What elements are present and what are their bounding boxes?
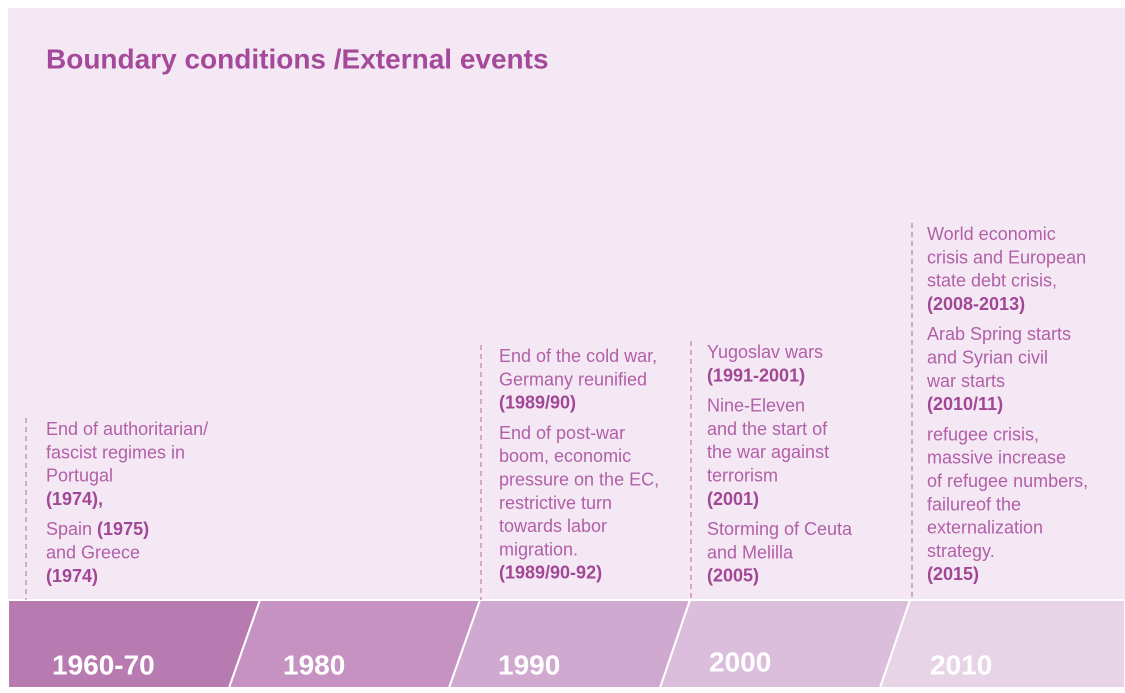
event-text: Spain bbox=[46, 519, 97, 539]
event-line: Germany reunified bbox=[499, 369, 647, 389]
event-line: fascist regimes in bbox=[46, 442, 185, 462]
event-line: Arab Spring starts bbox=[927, 324, 1071, 344]
event-text: migration. bbox=[499, 539, 578, 559]
event-line: Storming of Ceuta bbox=[707, 519, 853, 539]
event-line: massive increase bbox=[927, 447, 1066, 467]
event-text: (1974), bbox=[46, 489, 103, 509]
event-text: Portugal bbox=[46, 465, 113, 485]
event-text: (1989/90) bbox=[499, 392, 576, 412]
event-text: failureof the bbox=[927, 494, 1021, 514]
event-text: the war against bbox=[707, 442, 829, 462]
event-text: (2015) bbox=[927, 564, 979, 584]
event-text: (2001) bbox=[707, 489, 759, 509]
event-text: terrorism bbox=[707, 465, 778, 485]
title: Boundary conditions /External events bbox=[46, 43, 549, 74]
columns: End of authoritarian/fascist regimes in P… bbox=[25, 223, 1088, 600]
event-line: terrorism bbox=[707, 465, 778, 485]
event-line: Portugal bbox=[46, 465, 113, 485]
period-label: 1990 bbox=[498, 649, 560, 680]
event-line: refugee crisis, bbox=[927, 424, 1039, 444]
event-text: and Greece bbox=[46, 542, 140, 562]
event-text: and Melilla bbox=[707, 542, 794, 562]
timeline-band: 1960-70 1980 1990 2000 2010 bbox=[7, 599, 1125, 689]
event-text: (2005) bbox=[707, 565, 759, 585]
event-text: End of the cold war, bbox=[499, 346, 657, 366]
event-text: (2010/11) bbox=[927, 394, 1003, 414]
period-segment bbox=[658, 599, 912, 689]
event-line: Nine-Eleven bbox=[707, 395, 805, 415]
event-line: state debt crisis, bbox=[927, 270, 1057, 290]
event-line: End of post-war bbox=[499, 423, 625, 443]
event-line: (2005) bbox=[707, 565, 759, 585]
event-text: and Syrian civil bbox=[927, 347, 1048, 367]
event-text: World economic bbox=[927, 224, 1056, 244]
event-text: Nine-Eleven bbox=[707, 395, 805, 415]
event-text: fascist regimes in bbox=[46, 442, 185, 462]
event-line: boom, economic bbox=[499, 446, 631, 466]
event-line: strategy. bbox=[927, 541, 995, 561]
event-line: pressure on the EC, bbox=[499, 469, 659, 489]
event-line: of refugee numbers, bbox=[927, 471, 1088, 491]
event-line: failureof the bbox=[927, 494, 1021, 514]
event-line: externalization bbox=[927, 517, 1043, 537]
event-line: war starts bbox=[926, 371, 1005, 391]
event-line: and Greece bbox=[46, 542, 140, 562]
period-segment bbox=[227, 599, 482, 689]
event-text: towards labor bbox=[499, 516, 607, 536]
event-text: state debt crisis, bbox=[927, 270, 1057, 290]
event-line: crisis and European bbox=[927, 247, 1086, 267]
event-line: Yugoslav wars bbox=[707, 342, 823, 362]
event-line: and the start of bbox=[707, 419, 828, 439]
period-segment bbox=[878, 599, 1125, 689]
event-line: (1991-2001) bbox=[707, 365, 805, 385]
event-line: and Syrian civil bbox=[927, 347, 1048, 367]
event-line: (1974) bbox=[46, 566, 98, 586]
event-text: Yugoslav wars bbox=[707, 342, 823, 362]
period-label: 2000 bbox=[709, 646, 771, 677]
event-line: World economic bbox=[927, 224, 1056, 244]
event-text: Arab Spring starts bbox=[927, 324, 1071, 344]
event-text: of refugee numbers, bbox=[927, 471, 1088, 491]
event-text: (1989/90-92) bbox=[499, 562, 602, 582]
period-label: 1960-70 bbox=[52, 649, 155, 680]
event-line: (1974), bbox=[46, 489, 103, 509]
event-text: restrictive turn bbox=[499, 493, 612, 513]
event-line: End of the cold war, bbox=[499, 346, 657, 366]
event-text: and the start of bbox=[707, 419, 828, 439]
event-text: (1991-2001) bbox=[707, 365, 805, 385]
period-label: 1980 bbox=[283, 649, 345, 680]
event-text: externalization bbox=[927, 517, 1043, 537]
panel bbox=[8, 8, 1125, 600]
event-text: (1974) bbox=[46, 566, 98, 586]
event-text: boom, economic bbox=[499, 446, 631, 466]
period-label: 2010 bbox=[930, 649, 992, 680]
event-line: Spain (1975) bbox=[46, 519, 149, 539]
event-line: (1989/90) bbox=[499, 392, 576, 412]
event-line: (2015) bbox=[927, 564, 979, 584]
event-line: restrictive turn bbox=[499, 493, 612, 513]
event-text: massive increase bbox=[927, 447, 1066, 467]
event-line: and Melilla bbox=[707, 542, 794, 562]
event-text: strategy. bbox=[927, 541, 995, 561]
event-text: End of authoritarian/ bbox=[46, 419, 208, 439]
event-line: (2001) bbox=[707, 489, 759, 509]
event-text: pressure on the EC, bbox=[499, 469, 659, 489]
event-line: (2010/11) bbox=[927, 394, 1003, 414]
period-segment bbox=[447, 599, 692, 689]
event-text: war starts bbox=[926, 371, 1005, 391]
event-text: refugee crisis, bbox=[927, 424, 1039, 444]
event-text: (1975) bbox=[97, 519, 149, 539]
event-line: (2008-2013) bbox=[927, 294, 1025, 314]
event-line: (1989/90-92) bbox=[499, 562, 602, 582]
event-text: (2008-2013) bbox=[927, 294, 1025, 314]
event-text: Storming of Ceuta bbox=[707, 519, 853, 539]
event-text: crisis and European bbox=[927, 247, 1086, 267]
event-text: End of post-war bbox=[499, 423, 625, 443]
event-text: Germany reunified bbox=[499, 369, 647, 389]
event-line: End of authoritarian/ bbox=[46, 419, 208, 439]
event-line: migration. bbox=[499, 539, 578, 559]
event-line: the war against bbox=[707, 442, 829, 462]
event-line: towards labor bbox=[499, 516, 607, 536]
